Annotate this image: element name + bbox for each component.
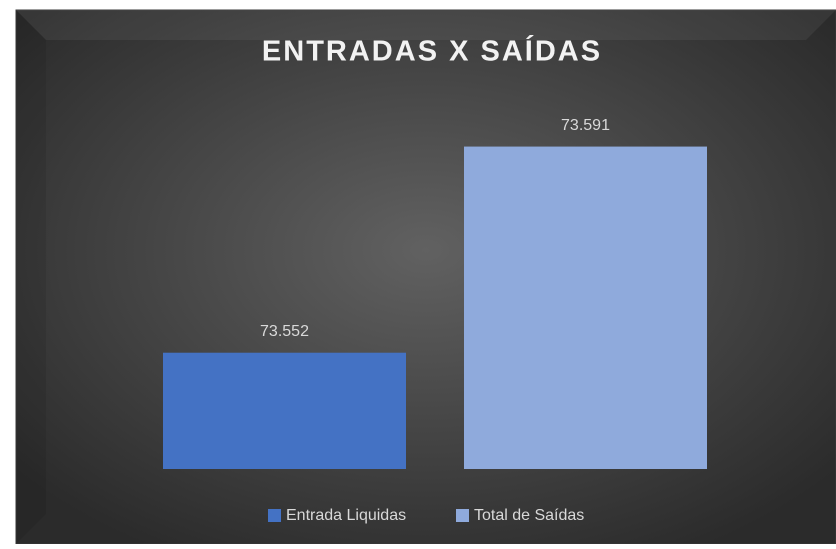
bevel [16, 10, 46, 544]
data-label: 73.552 [260, 323, 309, 340]
chart-background [15, 9, 836, 545]
data-label: 73.591 [561, 117, 610, 134]
bar [163, 352, 406, 469]
bar [464, 146, 707, 470]
bevel [16, 10, 836, 40]
legend-label: Entrada Liquidas [286, 507, 406, 524]
legend-label: Total de Saídas [474, 507, 584, 524]
legend-swatch [268, 509, 281, 522]
chart-title: ENTRADAS X SAÍDAS [262, 34, 602, 68]
legend-swatch [456, 509, 469, 522]
